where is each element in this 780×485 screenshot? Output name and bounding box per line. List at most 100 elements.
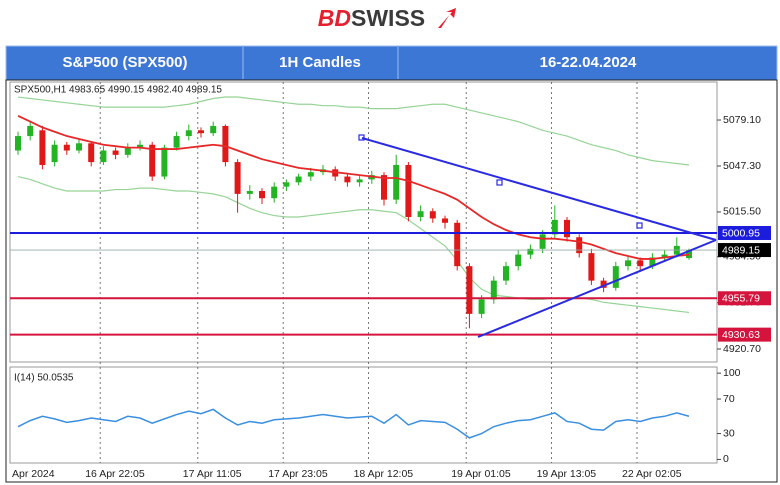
candle-body (539, 234, 546, 249)
candle-body (417, 211, 424, 218)
candle-body (661, 254, 668, 258)
trendlines (358, 134, 717, 338)
candle-body (246, 190, 253, 194)
trendline (477, 239, 717, 338)
current-price-label: 4989.15 (722, 244, 760, 256)
chart-frame (5, 79, 778, 483)
candle-body (576, 237, 583, 254)
header-cell: S&P500 (SPX500) (62, 54, 187, 71)
band-line (17, 96, 690, 166)
candle-body (149, 144, 156, 177)
candle-body (405, 164, 412, 218)
x-tick-label: Apr 2024 (12, 468, 55, 480)
candle-body (478, 299, 485, 314)
candle-body (185, 130, 192, 137)
level-label-box (718, 225, 771, 240)
y-tick-label: 5015.50 (723, 206, 761, 218)
candle-body (137, 144, 143, 148)
candle-body (76, 143, 82, 151)
candle-body (381, 175, 387, 200)
candle-body (283, 182, 290, 187)
current-price-label-box (718, 243, 771, 258)
candle-body (112, 150, 119, 155)
candle-body (222, 125, 229, 163)
candle-body (161, 147, 168, 177)
level-label: 4930.63 (722, 329, 760, 341)
candle-body (454, 222, 461, 267)
axes: Apr 2024 16 Apr 22:05 17 Apr 11:05 17 Apr 2… (12, 114, 771, 480)
candle-body (600, 280, 607, 288)
candle-body (15, 136, 21, 151)
candle-body (307, 172, 314, 177)
level-label-box (718, 291, 771, 306)
x-tick-label: 17 Apr 11:05 (183, 468, 242, 480)
candle-body (210, 125, 217, 134)
trendline-handle (358, 134, 365, 141)
candle-body (393, 164, 400, 200)
candle-body (588, 253, 595, 281)
y-tick-label: 5079.10 (723, 114, 761, 126)
x-tick-label: 19 Apr 13:05 (537, 468, 597, 480)
candle-body (124, 147, 131, 155)
candle-body (51, 144, 58, 163)
x-tick-label: 19 Apr 01:05 (451, 468, 511, 480)
x-tick-label: 18 Apr 12:05 (354, 468, 414, 480)
candle-body (39, 130, 46, 165)
candle-body (625, 260, 631, 267)
candle-body (612, 266, 619, 288)
candle-body (198, 130, 204, 134)
level-label-box (718, 327, 771, 342)
candle-body (564, 219, 570, 238)
candle-body (490, 280, 497, 300)
indicator-line (17, 408, 690, 439)
candle-body (259, 190, 265, 199)
logo-arrow (438, 8, 456, 28)
logo: BD SWISS (318, 5, 456, 31)
candle-body (100, 150, 107, 163)
candle-body (551, 219, 558, 235)
level-label: 5000.95 (722, 227, 760, 239)
trendline-handle (496, 179, 503, 186)
candle-body (503, 266, 509, 281)
candle-body (27, 125, 34, 137)
indicator-panel (9, 366, 718, 464)
candle-body (527, 248, 534, 255)
candle-body (649, 257, 656, 267)
candle-body (344, 176, 351, 183)
header-bar (5, 45, 778, 81)
candle-body (466, 266, 473, 314)
y-tick-label: 4920.70 (723, 343, 761, 355)
trendline-handle (636, 222, 643, 229)
candle-body (686, 250, 692, 258)
x-tick-label: 16 Apr 22:05 (85, 468, 145, 480)
candle-body (295, 176, 302, 183)
candle-body (356, 179, 363, 183)
candle-body (429, 211, 436, 219)
candle-body (271, 186, 278, 199)
candle-body (442, 218, 448, 223)
x-tick-label: 17 Apr 23:05 (268, 468, 328, 480)
x-tick-label: 22 Apr 02:05 (622, 468, 682, 480)
indicator-label: I(14) 50.0535 (14, 373, 74, 384)
candle-body (63, 144, 70, 151)
logo-swiss: SWISS (351, 5, 425, 31)
header-cell: 1H Candles (279, 54, 361, 71)
level-label: 4955.79 (722, 293, 760, 305)
indicator-tick-label: 70 (723, 393, 735, 405)
indicator-tick-label: 30 (723, 427, 735, 439)
candle-body (173, 136, 180, 148)
ma-line (17, 115, 690, 260)
main-panel (9, 81, 718, 363)
candle-body (88, 143, 95, 163)
trendline (361, 137, 717, 241)
logo-bd: BD (318, 5, 351, 31)
header-cell: 16-22.04.2024 (540, 54, 637, 71)
y-tick-label: 5047.30 (723, 160, 761, 172)
candle-body (234, 162, 241, 194)
symbol-info: SPX500,H1 4983.65 4990.15 4982.40 4989.1… (14, 85, 222, 96)
indicator-tick-label: 0 (723, 453, 729, 465)
candle-body (515, 254, 522, 267)
candle-body (637, 260, 644, 267)
